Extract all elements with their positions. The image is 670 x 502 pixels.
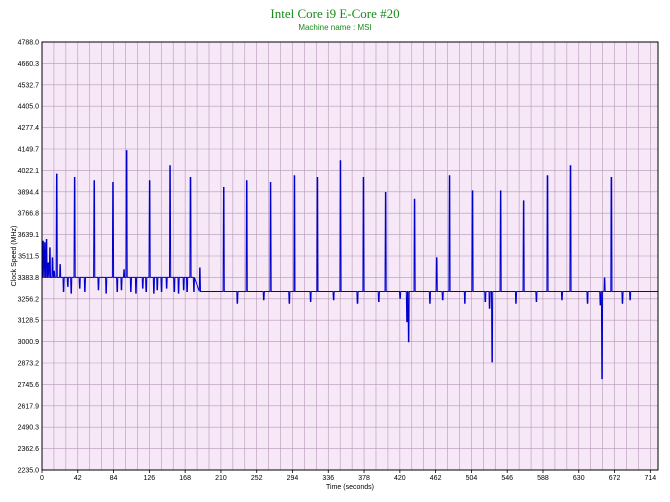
y-tick-label: 3256.2 [18, 296, 40, 303]
x-tick-label: 294 [287, 475, 299, 482]
x-tick-label: 714 [644, 475, 656, 482]
chart-title: Intel Core i9 E-Core #20 [270, 6, 400, 21]
y-tick-label: 3766.8 [18, 211, 40, 218]
y-tick-label: 4660.3 [18, 61, 40, 68]
chart-subtitle: Machine name : MSI [298, 23, 372, 32]
y-tick-label: 4532.7 [18, 82, 40, 89]
x-axis-title: Time (seconds) [326, 484, 374, 491]
x-axis-ticks: 0 42 84 126 168 210 252 294 336 378 420 462 504 546 58… [40, 470, 656, 482]
x-tick-label: 168 [179, 475, 191, 482]
x-tick-label: 672 [609, 475, 621, 482]
x-tick-label: 420 [394, 475, 406, 482]
y-tick-label: 2235.0 [18, 468, 40, 475]
y-tick-label: 4022.1 [18, 168, 40, 175]
x-tick-label: 0 [40, 475, 44, 482]
x-tick-label: 588 [537, 475, 549, 482]
plot-border [41, 41, 659, 471]
x-tick-label: 504 [466, 475, 478, 482]
y-tick-label: 2745.6 [18, 382, 40, 389]
x-tick-label: 42 [74, 475, 82, 482]
series-line-clock-speed [42, 150, 658, 380]
y-tick-label: 2617.9 [18, 403, 40, 410]
x-tick-label: 210 [215, 475, 227, 482]
y-axis-ticks: 4788.0 4660.3 4532.7 4405.0 4277.4 4149.7 4022… [18, 40, 40, 475]
y-tick-label: 3894.4 [18, 189, 40, 196]
x-tick-label: 630 [573, 475, 585, 482]
y-tick-label: 4788.0 [18, 40, 40, 47]
y-tick-label: 4277.4 [18, 125, 40, 132]
y-tick-label: 3128.5 [18, 318, 40, 325]
y-tick-label: 3383.8 [18, 275, 40, 282]
y-tick-label: 3000.9 [18, 339, 40, 346]
y-tick-label: 4405.0 [18, 104, 40, 111]
y-tick-label: 2362.6 [18, 446, 40, 453]
y-tick-label: 3639.1 [18, 232, 40, 239]
x-tick-label: 84 [110, 475, 118, 482]
x-tick-label: 126 [144, 475, 156, 482]
y-axis-title: Clock Speed (MHz) [11, 226, 18, 287]
x-tick-label: 252 [251, 475, 263, 482]
x-tick-label: 462 [430, 475, 442, 482]
x-tick-label: 336 [322, 475, 334, 482]
y-tick-label: 4149.7 [18, 147, 40, 154]
x-tick-label: 378 [358, 475, 370, 482]
y-tick-label: 2490.3 [18, 425, 40, 432]
y-tick-label: 3511.5 [18, 254, 39, 261]
y-tick-label: 2873.2 [18, 361, 40, 368]
x-tick-label: 546 [501, 475, 513, 482]
grid-lines [42, 41, 658, 471]
